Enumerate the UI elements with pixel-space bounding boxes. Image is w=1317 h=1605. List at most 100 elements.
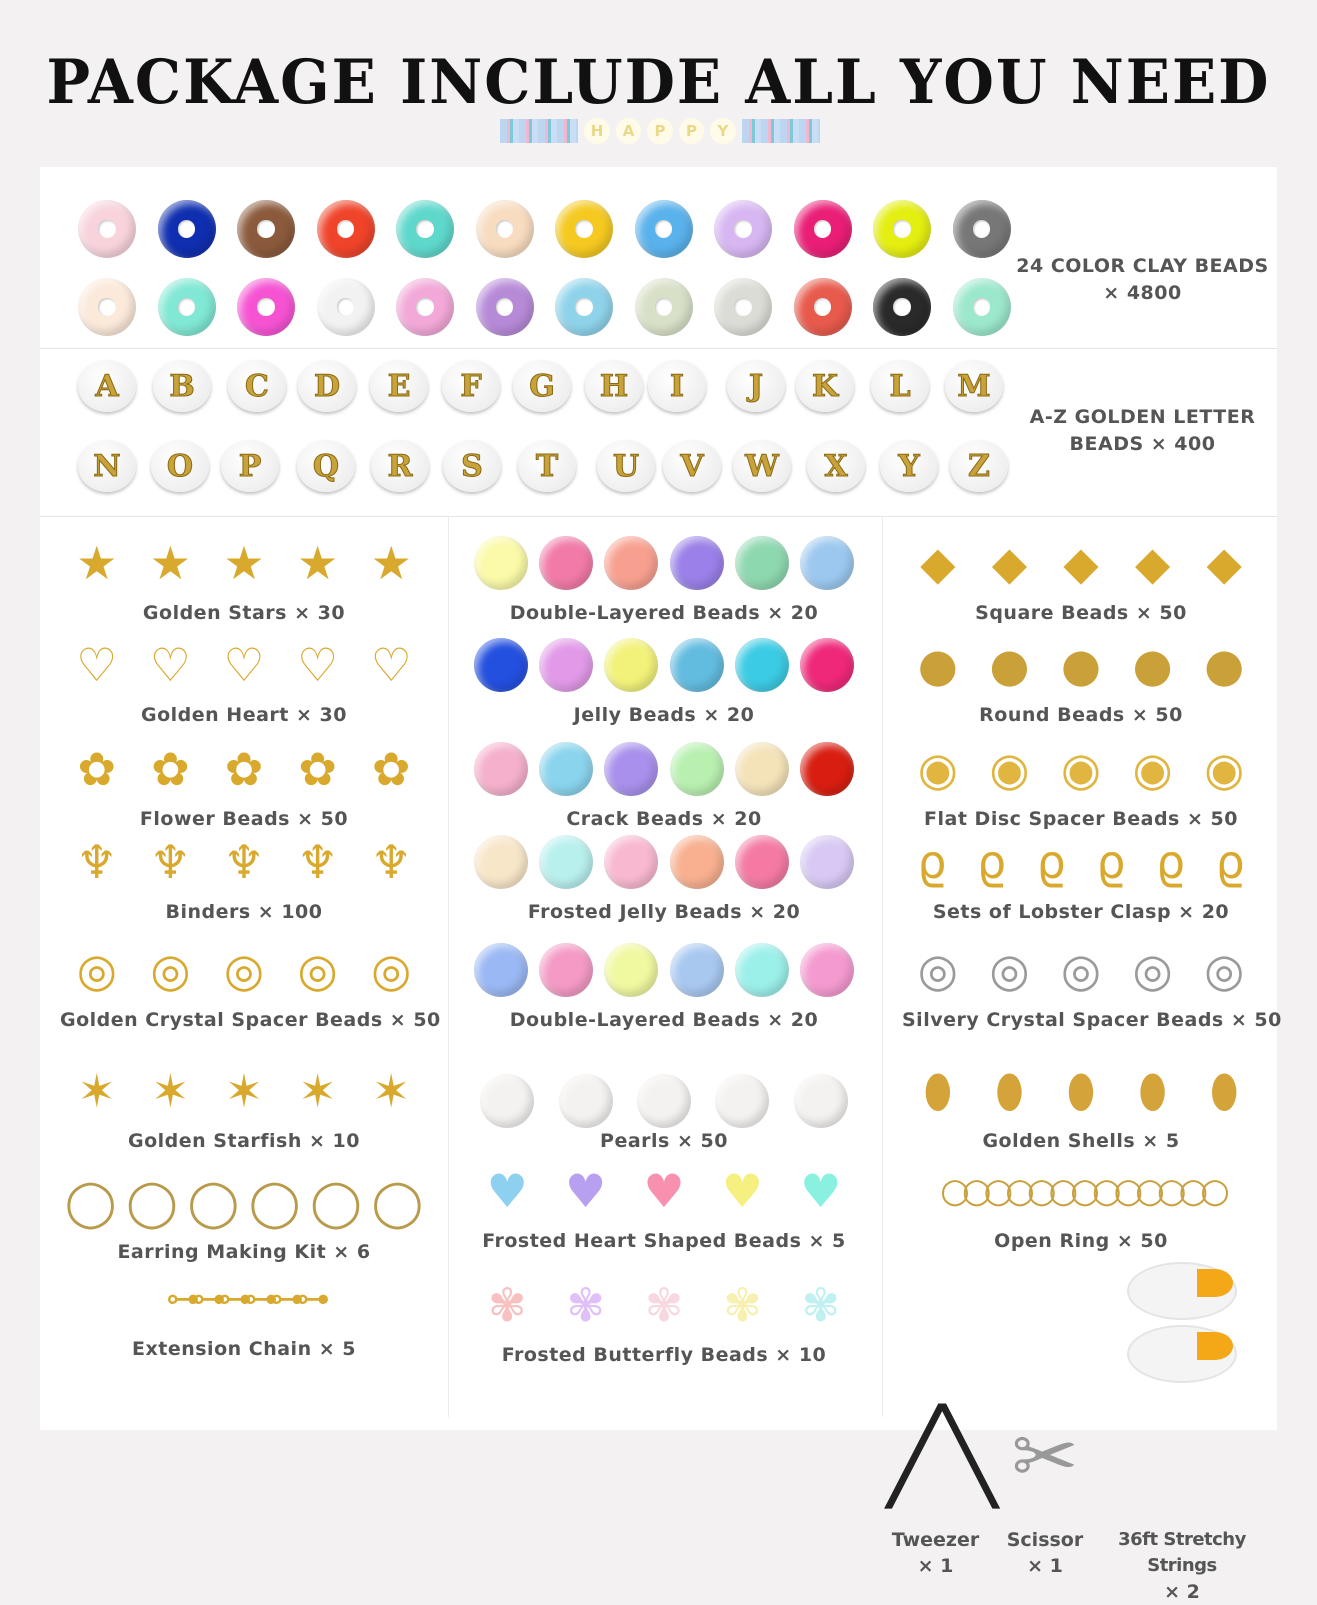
heart-bead: ♥ bbox=[800, 1164, 842, 1218]
round-bead bbox=[473, 943, 528, 997]
item-label: Earring Making Kit × 6 bbox=[117, 1241, 371, 1263]
letter-bead: T bbox=[518, 440, 576, 492]
letter-bead: G bbox=[513, 360, 571, 412]
gold-bead: ◎ bbox=[223, 943, 265, 997]
gold-bead: ϱ bbox=[1096, 835, 1126, 889]
item-label: Double-Layered Beads × 20 bbox=[509, 602, 819, 624]
gold-bead: ✿ bbox=[151, 742, 190, 796]
clay-bead bbox=[714, 200, 772, 258]
gold-bead: ★ bbox=[296, 536, 339, 590]
item-label: Golden Stars × 30 bbox=[142, 602, 346, 624]
round-bead bbox=[473, 742, 528, 796]
item-label: Crack Beads × 20 bbox=[566, 808, 762, 830]
round-bead bbox=[669, 536, 724, 590]
item-label: Square Beads × 50 bbox=[975, 602, 1187, 624]
gold-bead: ★ bbox=[76, 536, 118, 590]
clay-bead bbox=[396, 200, 454, 258]
gold-bead: ♡ bbox=[296, 638, 339, 692]
gold-bead: ✶ bbox=[224, 1064, 264, 1118]
tool-scissor: ✂ Scissor × 1 bbox=[1000, 1387, 1090, 1579]
clay-bead bbox=[952, 200, 1011, 258]
scissor-icon: ✂ bbox=[1011, 1410, 1079, 1503]
ribbon-letter: H bbox=[584, 118, 610, 144]
clay-bead bbox=[157, 278, 216, 336]
letter-bead: C bbox=[228, 360, 286, 412]
letter-bead: U bbox=[597, 440, 655, 492]
gold-bead: ◉ bbox=[917, 742, 958, 796]
item-label: Double-Layered Beads × 20 bbox=[509, 1009, 819, 1031]
gold-bead: ♡ bbox=[370, 638, 412, 692]
letter-bead: I bbox=[648, 360, 706, 412]
gold-bead: ⬮ bbox=[1066, 1064, 1096, 1118]
gold-bead: ⊶⊶⊶⊶⊶⊶ bbox=[166, 1279, 330, 1319]
bead-stripe bbox=[499, 119, 579, 143]
butterfly-bead: ✾ bbox=[723, 1278, 762, 1332]
round-bead bbox=[735, 638, 789, 692]
gold-bead: ⬮ bbox=[994, 1064, 1024, 1118]
divider bbox=[40, 348, 1277, 349]
gold-bead: ◯ bbox=[248, 1175, 301, 1229]
round-bead bbox=[793, 1074, 848, 1128]
ribbon-letter: A bbox=[615, 118, 642, 144]
bead-stripe bbox=[741, 119, 821, 143]
gold-bead: ⬮ bbox=[1138, 1064, 1168, 1118]
gold-bead: ★ bbox=[149, 536, 192, 590]
round-bead bbox=[473, 536, 528, 590]
clay-bead bbox=[634, 278, 693, 336]
gold-bead: ● bbox=[917, 638, 958, 692]
tool-count: × 1 bbox=[1027, 1555, 1063, 1577]
gold-bead: ● bbox=[1132, 638, 1173, 692]
gold-bead: ϱ bbox=[917, 835, 947, 889]
gold-bead: ◆ bbox=[991, 536, 1028, 590]
gold-bead: ◉ bbox=[1132, 742, 1173, 796]
letter-bead: X bbox=[807, 440, 865, 492]
gold-bead: ♆ bbox=[296, 835, 339, 889]
round-bead bbox=[735, 742, 789, 796]
item-label: Frosted Heart Shaped Beads × 5 bbox=[482, 1230, 846, 1252]
letter-bead: K bbox=[796, 360, 854, 412]
round-bead bbox=[539, 536, 593, 590]
gold-bead: ♡ bbox=[223, 638, 265, 692]
letter-bead: E bbox=[370, 360, 428, 412]
label-line: BEADS × 400 bbox=[1069, 433, 1216, 455]
gold-bead: ϱ bbox=[1155, 835, 1186, 889]
gold-bead: ◉ bbox=[989, 742, 1030, 796]
round-bead bbox=[604, 638, 659, 692]
round-bead bbox=[735, 536, 789, 590]
gold-bead: ◎ bbox=[1132, 943, 1173, 997]
letter-bead: V bbox=[663, 440, 721, 492]
round-bead bbox=[669, 943, 724, 997]
gold-bead: ◎ bbox=[1060, 943, 1102, 997]
ribbon-letter: P bbox=[678, 118, 705, 144]
divider bbox=[40, 516, 1277, 517]
label-line: 24 COLOR CLAY BEADS bbox=[1016, 255, 1269, 277]
clay-bead bbox=[873, 200, 931, 258]
round-bead bbox=[735, 943, 789, 997]
round-bead bbox=[669, 742, 724, 796]
round-bead bbox=[539, 943, 593, 997]
tool-name: 36ft Stretchy Strings bbox=[1118, 1529, 1246, 1576]
clay-bead bbox=[78, 278, 136, 336]
gold-bead: ◎ bbox=[371, 943, 412, 997]
item-label: Frosted Butterfly Beads × 10 bbox=[501, 1344, 827, 1366]
tool-count: × 2 bbox=[1164, 1581, 1200, 1603]
tool-tweezer: ╱╲ Tweezer × 1 bbox=[888, 1387, 996, 1579]
gold-bead: ◉ bbox=[1060, 742, 1102, 796]
letter-bead: Q bbox=[297, 440, 355, 492]
letter-bead: L bbox=[871, 360, 929, 412]
gold-bead: ○○○○○○○○○○○○○ bbox=[940, 1171, 1230, 1211]
round-bead bbox=[473, 835, 528, 889]
round-bead bbox=[558, 1074, 613, 1128]
round-bead bbox=[669, 638, 724, 692]
gold-bead: ♆ bbox=[223, 835, 265, 889]
tool-name: Tweezer bbox=[891, 1529, 980, 1551]
round-bead bbox=[800, 943, 855, 997]
round-bead bbox=[715, 1074, 770, 1128]
gold-bead: ♆ bbox=[149, 835, 192, 889]
gold-bead: ◆ bbox=[1206, 536, 1242, 590]
clay-bead bbox=[78, 200, 136, 258]
round-bead bbox=[473, 638, 528, 692]
clay-bead bbox=[237, 200, 295, 258]
heart-bead: ♥ bbox=[564, 1164, 607, 1218]
gold-bead: ϱ bbox=[1215, 835, 1245, 889]
